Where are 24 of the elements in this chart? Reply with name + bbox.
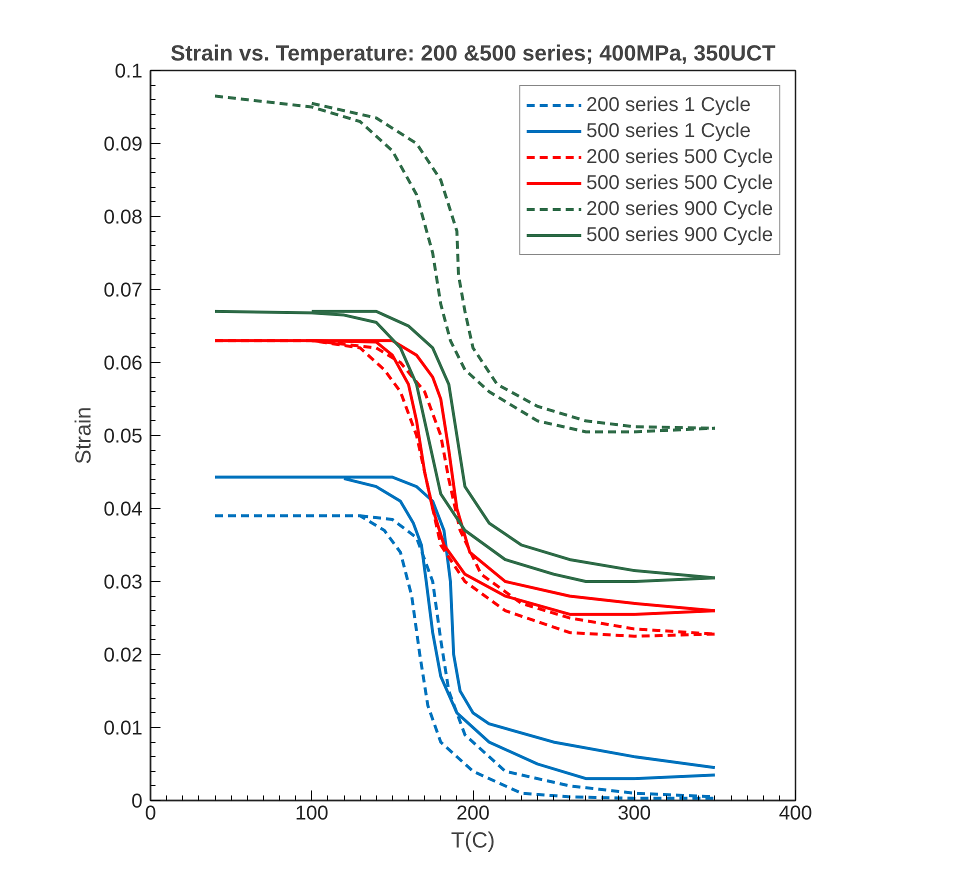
y-tick-label: 0.08 xyxy=(104,206,143,228)
x-tick-label: 200 xyxy=(456,802,490,824)
y-tick-label: 0.06 xyxy=(104,352,143,374)
y-tick-label: 0.05 xyxy=(104,426,143,448)
y-tick-label: 0.03 xyxy=(104,572,143,594)
x-tick-label: 300 xyxy=(618,802,651,824)
y-axis-title: Strain xyxy=(70,406,96,464)
legend-label: 500 series 1 Cycle xyxy=(586,118,751,144)
legend-label: 200 series 500 Cycle xyxy=(586,144,773,170)
legend-label: 200 series 1 Cycle xyxy=(586,92,751,118)
legend-label: 500 series 900 Cycle xyxy=(586,222,773,248)
y-tick-label: 0.04 xyxy=(104,498,143,520)
legend-label: 500 series 500 Cycle xyxy=(586,170,773,196)
chart-title: Strain vs. Temperature: 200 &500 series; 400MPa, 350UCT xyxy=(170,40,776,66)
x-axis-title: T(C) xyxy=(451,828,495,852)
y-tick-label: 0.02 xyxy=(104,644,143,666)
x-tick-label: 0 xyxy=(144,802,156,824)
y-tick-label: 0.07 xyxy=(104,280,143,302)
x-tick-label: 100 xyxy=(295,802,328,824)
y-tick-label: 0.09 xyxy=(104,134,143,156)
y-tick-label: 0.1 xyxy=(114,60,143,82)
x-tick-label: 400 xyxy=(778,802,812,824)
legend-label: 200 series 900 Cycle xyxy=(586,196,773,222)
y-tick-label: 0.01 xyxy=(104,718,143,740)
